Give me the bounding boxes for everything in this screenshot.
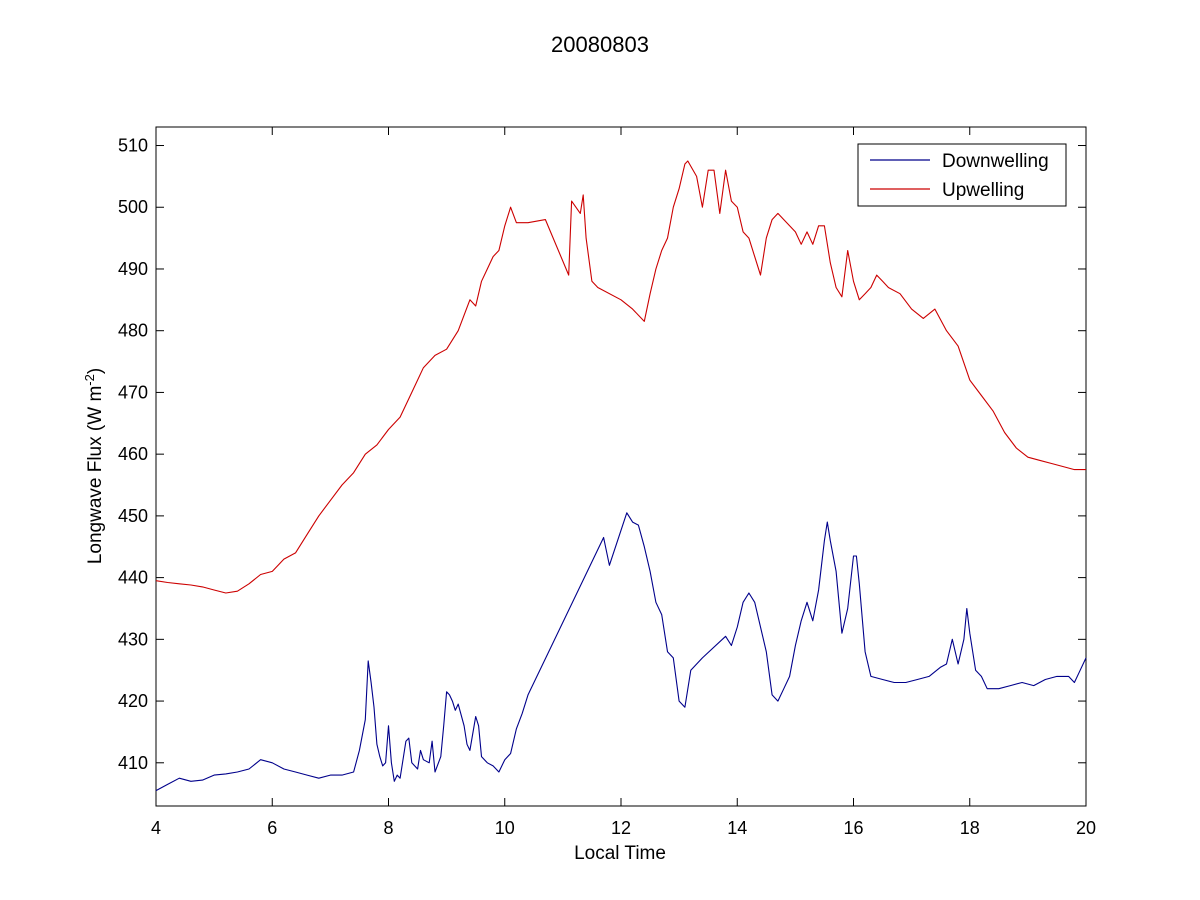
x-tick-label: 20 — [1076, 818, 1096, 838]
y-tick-label: 430 — [118, 629, 148, 649]
y-tick-label: 470 — [118, 382, 148, 402]
series-line-upwelling — [155, 160, 1086, 594]
y-tick-label: 460 — [118, 444, 148, 464]
x-tick-label: 14 — [727, 818, 747, 838]
y-tick-label: 410 — [118, 753, 148, 773]
y-tick-label: 510 — [118, 136, 148, 156]
legend-label-downwelling: Downwelling — [942, 151, 1049, 172]
y-axis-title-main: Longwave Flux (W m — [85, 386, 106, 564]
x-tick-label: 16 — [843, 818, 863, 838]
x-tick-label: 12 — [611, 818, 631, 838]
x-tick-label: 18 — [960, 818, 980, 838]
x-axis-title: Local Time — [574, 843, 666, 864]
x-tick-label: 8 — [383, 818, 393, 838]
series-layer — [155, 160, 1087, 792]
legend-box — [857, 143, 1067, 207]
y-tick-label: 490 — [118, 259, 148, 279]
x-tick-label: 4 — [151, 818, 161, 838]
y-tick-label: 450 — [118, 506, 148, 526]
y-tick-label: 500 — [118, 197, 148, 217]
y-axis-title-superscript: -2 — [82, 374, 97, 386]
chart-title: 20080803 — [551, 32, 649, 57]
legend: Downwelling Upwelling — [857, 143, 1067, 207]
y-axis-ticks: 410 420 430 440 450 460 470 480 490 500 510 — [118, 136, 1086, 773]
y-axis-title: Longwave Flux (W m-2) — [82, 368, 106, 564]
y-tick-label: 480 — [118, 321, 148, 341]
y-tick-label: 440 — [118, 568, 148, 588]
legend-label-upwelling: Upwelling — [942, 180, 1024, 201]
plot-frame — [155, 126, 1087, 807]
x-axis-ticks: 4 6 8 10 12 14 16 18 20 — [151, 127, 1096, 838]
y-axis-title-suffix: ) — [85, 368, 106, 374]
series-line-downwelling — [155, 512, 1087, 792]
x-tick-label: 6 — [267, 818, 277, 838]
x-tick-label: 10 — [495, 818, 515, 838]
y-tick-label: 420 — [118, 691, 148, 711]
